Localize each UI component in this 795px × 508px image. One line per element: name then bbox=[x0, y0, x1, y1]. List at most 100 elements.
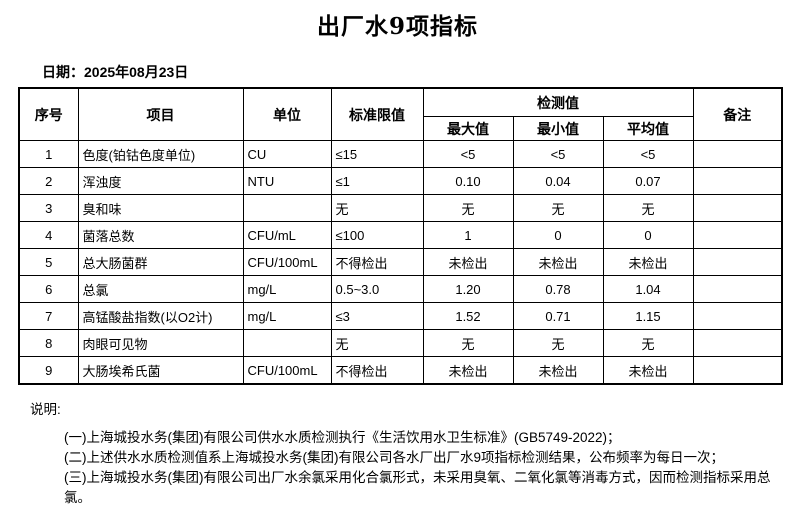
cell-remark bbox=[692, 356, 783, 385]
cell-min: 0.78 bbox=[512, 275, 604, 303]
table-row: 3 臭和味 无 无 无 无 bbox=[18, 194, 783, 222]
cell-max: 0.10 bbox=[422, 167, 514, 195]
cell-limit: ≤15 bbox=[330, 140, 424, 168]
cell-limit: 不得检出 bbox=[330, 248, 424, 276]
table-header-row-1: 序号 项目 单位 标准限值 检测值 备注 bbox=[18, 87, 783, 141]
cell-unit: mg/L bbox=[242, 275, 332, 303]
cell-item: 色度(铂钴色度单位) bbox=[77, 140, 244, 168]
header-no: 序号 bbox=[18, 87, 79, 141]
note-item: (一)上海城投水务(集团)有限公司供水水质检测执行《生活饮用水卫生标准》(GB5… bbox=[64, 430, 621, 445]
cell-item: 总氯 bbox=[77, 275, 244, 303]
cell-min: 0.71 bbox=[512, 302, 604, 330]
cell-max: 1.52 bbox=[422, 302, 514, 330]
cell-item: 菌落总数 bbox=[77, 221, 244, 249]
cell-max: 无 bbox=[422, 329, 514, 357]
table-row: 7 高锰酸盐指数(以O2计) mg/L ≤3 1.52 0.71 1.15 bbox=[18, 302, 783, 330]
cell-unit: CFU/100mL bbox=[242, 248, 332, 276]
cell-no: 2 bbox=[18, 167, 79, 195]
cell-no: 3 bbox=[18, 194, 79, 222]
table-row: 6 总氯 mg/L 0.5~3.0 1.20 0.78 1.04 bbox=[18, 275, 783, 303]
cell-no: 7 bbox=[18, 302, 79, 330]
cell-avg: 无 bbox=[602, 194, 694, 222]
header-detection: 检测值 bbox=[422, 87, 694, 117]
cell-limit: 无 bbox=[330, 329, 424, 357]
cell-unit: mg/L bbox=[242, 302, 332, 330]
cell-item: 肉眼可见物 bbox=[77, 329, 244, 357]
header-avg: 平均值 bbox=[602, 116, 694, 141]
header-min: 最小值 bbox=[512, 116, 604, 141]
cell-avg: 无 bbox=[602, 329, 694, 357]
cell-min: 无 bbox=[512, 194, 604, 222]
cell-no: 1 bbox=[18, 140, 79, 168]
cell-limit: ≤3 bbox=[330, 302, 424, 330]
table-header-row-2: 最大值 最小值 平均值 bbox=[19, 116, 782, 141]
notes-heading: 说明: bbox=[30, 402, 61, 417]
cell-remark bbox=[692, 275, 783, 303]
cell-limit: 0.5~3.0 bbox=[330, 275, 424, 303]
table-row: 8 肉眼可见物 无 无 无 无 bbox=[18, 329, 783, 357]
cell-limit: ≤100 bbox=[330, 221, 424, 249]
cell-avg: 1.15 bbox=[602, 302, 694, 330]
cell-unit: CFU/mL bbox=[242, 221, 332, 249]
cell-no: 6 bbox=[18, 275, 79, 303]
cell-max: 未检出 bbox=[422, 248, 514, 276]
cell-remark bbox=[692, 167, 783, 195]
cell-remark bbox=[692, 302, 783, 330]
cell-remark bbox=[692, 221, 783, 249]
cell-max: 未检出 bbox=[422, 356, 514, 385]
cell-avg: 1.04 bbox=[602, 275, 694, 303]
cell-remark bbox=[692, 140, 783, 168]
cell-unit: CFU/100mL bbox=[242, 356, 332, 385]
table-row: 9 大肠埃希氏菌 CFU/100mL 不得检出 未检出 未检出 未检出 bbox=[18, 356, 783, 385]
cell-max: 无 bbox=[422, 194, 514, 222]
cell-max: 1.20 bbox=[422, 275, 514, 303]
table-row: 5 总大肠菌群 CFU/100mL 不得检出 未检出 未检出 未检出 bbox=[18, 248, 783, 276]
cell-item: 大肠埃希氏菌 bbox=[77, 356, 244, 385]
table-body: 1 色度(铂钴色度单位) CU ≤15 <5 <5 <5 2 浑浊度 NTU ≤… bbox=[18, 140, 783, 385]
header-limit: 标准限值 bbox=[330, 87, 424, 141]
header-item: 项目 bbox=[77, 87, 244, 141]
cell-no: 5 bbox=[18, 248, 79, 276]
cell-avg: 未检出 bbox=[602, 248, 694, 276]
report-date: 日期：2025年08月23日 bbox=[42, 64, 189, 80]
cell-min: 0.04 bbox=[512, 167, 604, 195]
cell-max: 1 bbox=[422, 221, 514, 249]
notes-section: 说明: (一)上海城投水务(集团)有限公司供水水质检测执行《生活饮用水卫生标准》… bbox=[30, 398, 795, 508]
indicators-table: 序号 项目 单位 标准限值 检测值 备注 最大值 最小值 平均值 1 色度(铂钴… bbox=[18, 87, 783, 385]
cell-avg: 0 bbox=[602, 221, 694, 249]
table-row: 1 色度(铂钴色度单位) CU ≤15 <5 <5 <5 bbox=[18, 140, 783, 168]
cell-remark bbox=[692, 329, 783, 357]
table-row: 4 菌落总数 CFU/mL ≤100 1 0 0 bbox=[18, 221, 783, 249]
cell-remark bbox=[692, 248, 783, 276]
table-row: 2 浑浊度 NTU ≤1 0.10 0.04 0.07 bbox=[18, 167, 783, 195]
cell-item: 高锰酸盐指数(以O2计) bbox=[77, 302, 244, 330]
cell-limit: 不得检出 bbox=[330, 356, 424, 385]
header-remark: 备注 bbox=[692, 87, 783, 141]
cell-item: 浑浊度 bbox=[77, 167, 244, 195]
cell-unit: CU bbox=[242, 140, 332, 168]
note-list: (一)上海城投水务(集团)有限公司供水水质检测执行《生活饮用水卫生标准》(GB5… bbox=[64, 428, 795, 508]
cell-no: 9 bbox=[18, 356, 79, 385]
cell-no: 8 bbox=[18, 329, 79, 357]
cell-no: 4 bbox=[18, 221, 79, 249]
page-title: 出厂水9项指标 bbox=[316, 13, 478, 40]
cell-limit: ≤1 bbox=[330, 167, 424, 195]
cell-min: 未检出 bbox=[512, 248, 604, 276]
note-item: (三)上海城投水务(集团)有限公司出厂水余氯采用化合氯形式，未采用臭氧、二氧化氯… bbox=[64, 470, 771, 505]
cell-unit bbox=[242, 194, 332, 222]
cell-item: 臭和味 bbox=[77, 194, 244, 222]
cell-max: <5 bbox=[422, 140, 514, 168]
cell-min: 无 bbox=[512, 329, 604, 357]
cell-unit bbox=[242, 329, 332, 357]
cell-remark bbox=[692, 194, 783, 222]
cell-min: <5 bbox=[512, 140, 604, 168]
cell-unit: NTU bbox=[242, 167, 332, 195]
cell-item: 总大肠菌群 bbox=[77, 248, 244, 276]
note-item: (二)上述供水水质检测值系上海城投水务(集团)有限公司各水厂出厂水9项指标检测结… bbox=[64, 450, 724, 465]
cell-limit: 无 bbox=[330, 194, 424, 222]
cell-avg: 0.07 bbox=[602, 167, 694, 195]
cell-min: 0 bbox=[512, 221, 604, 249]
header-unit: 单位 bbox=[242, 87, 332, 141]
header-max: 最大值 bbox=[422, 116, 514, 141]
cell-avg: <5 bbox=[602, 140, 694, 168]
